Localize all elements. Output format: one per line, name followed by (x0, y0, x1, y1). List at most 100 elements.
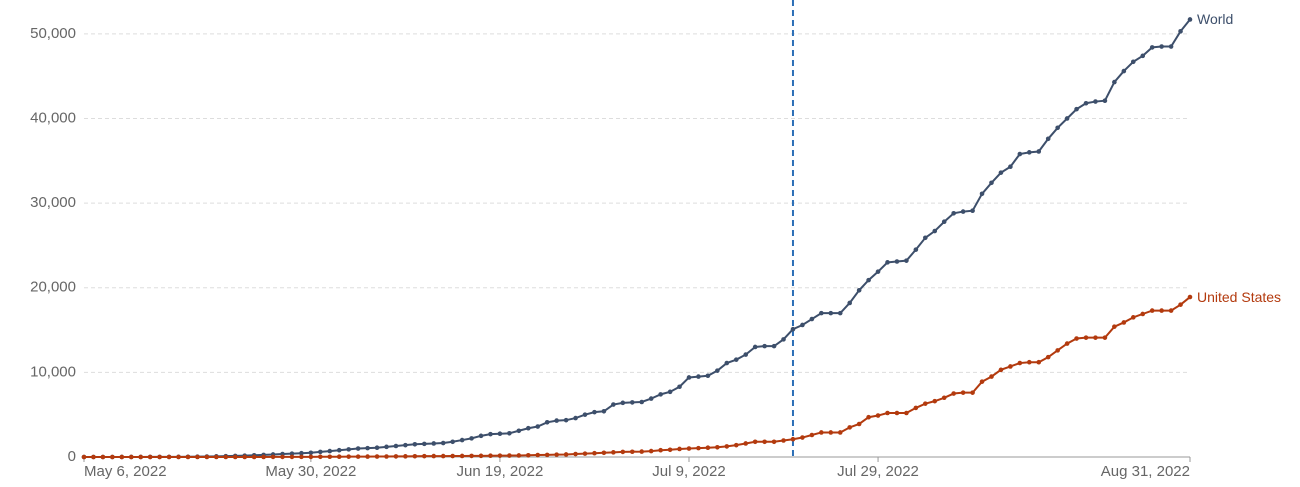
data-point (1130, 315, 1136, 320)
data-point (913, 247, 919, 252)
data-point (195, 454, 200, 460)
data-point (800, 322, 805, 328)
data-point (1017, 360, 1023, 366)
data-point (308, 450, 314, 456)
data-point (525, 453, 531, 458)
data-point (459, 437, 465, 443)
data-point (232, 454, 238, 460)
data-point (1187, 294, 1193, 300)
data-point (450, 439, 455, 445)
data-point (384, 444, 389, 450)
data-point (1083, 335, 1089, 340)
data-point (866, 414, 871, 420)
data-point (119, 454, 125, 460)
data-point (1045, 136, 1051, 142)
data-point (176, 454, 181, 460)
data-point (346, 454, 351, 459)
data-point (724, 360, 730, 366)
data-point (365, 454, 370, 459)
data-point (299, 454, 304, 460)
data-point (422, 453, 427, 459)
data-point (582, 451, 588, 456)
data-point (648, 448, 654, 454)
data-point (819, 310, 824, 316)
data-point (913, 405, 919, 411)
data-point (507, 431, 512, 436)
data-point (270, 454, 276, 460)
data-point (856, 421, 862, 427)
data-point (970, 208, 975, 214)
data-point (686, 446, 692, 451)
data-point (998, 367, 1004, 373)
data-point (327, 448, 333, 454)
data-point (620, 400, 626, 406)
data-point (885, 260, 890, 265)
data-point (1055, 125, 1060, 131)
data-point (809, 432, 815, 438)
data-point (715, 368, 720, 373)
data-point (223, 454, 229, 460)
data-point (412, 453, 418, 459)
data-point (289, 454, 295, 460)
data-point (941, 219, 947, 225)
data-point (1112, 79, 1117, 85)
series-line (84, 18, 1191, 458)
x-tick-label: Jul 9, 2022 (652, 463, 725, 480)
data-point (875, 413, 881, 418)
data-point (497, 453, 503, 458)
data-point (299, 450, 304, 456)
data-point (752, 439, 758, 445)
data-point (705, 373, 711, 379)
data-point (1064, 341, 1070, 346)
data-point (1017, 151, 1023, 157)
data-point (336, 454, 342, 460)
data-point (1102, 98, 1108, 104)
data-point (979, 191, 985, 197)
data-point (554, 452, 559, 457)
data-point (790, 326, 796, 332)
data-point (422, 441, 427, 447)
data-point (752, 344, 758, 350)
y-tick-label: 0 (68, 448, 76, 465)
data-point (355, 446, 361, 451)
data-point (989, 374, 994, 379)
data-point (374, 454, 380, 459)
data-point (743, 441, 749, 446)
data-point (81, 454, 87, 460)
data-point (393, 454, 399, 459)
y-tick-label: 40,000 (30, 109, 76, 126)
data-point (771, 439, 777, 445)
data-point (904, 258, 909, 263)
data-point (535, 424, 541, 429)
data-point (346, 447, 351, 452)
data-point (336, 447, 342, 453)
data-point (1168, 44, 1174, 49)
series-label: World (1197, 11, 1233, 27)
data-point (1168, 308, 1174, 313)
data-point (1159, 44, 1164, 49)
data-point (733, 357, 739, 362)
data-point (592, 450, 597, 456)
y-tick-label: 20,000 (30, 279, 76, 296)
data-point (497, 431, 503, 437)
data-point (573, 415, 578, 421)
data-point (1008, 164, 1013, 170)
data-point (469, 453, 474, 459)
data-point (1140, 311, 1146, 317)
data-point (355, 454, 361, 459)
data-point (100, 454, 106, 460)
data-point (166, 454, 172, 460)
data-point (667, 447, 673, 453)
data-point (970, 390, 975, 395)
data-point (582, 412, 588, 417)
data-point (705, 445, 711, 450)
data-point (771, 343, 777, 349)
data-point (1045, 354, 1051, 360)
data-point (592, 409, 597, 415)
data-point (1064, 116, 1070, 121)
data-point (904, 410, 909, 416)
data-point (1178, 302, 1183, 307)
data-point (724, 444, 730, 449)
data-point (639, 449, 645, 454)
